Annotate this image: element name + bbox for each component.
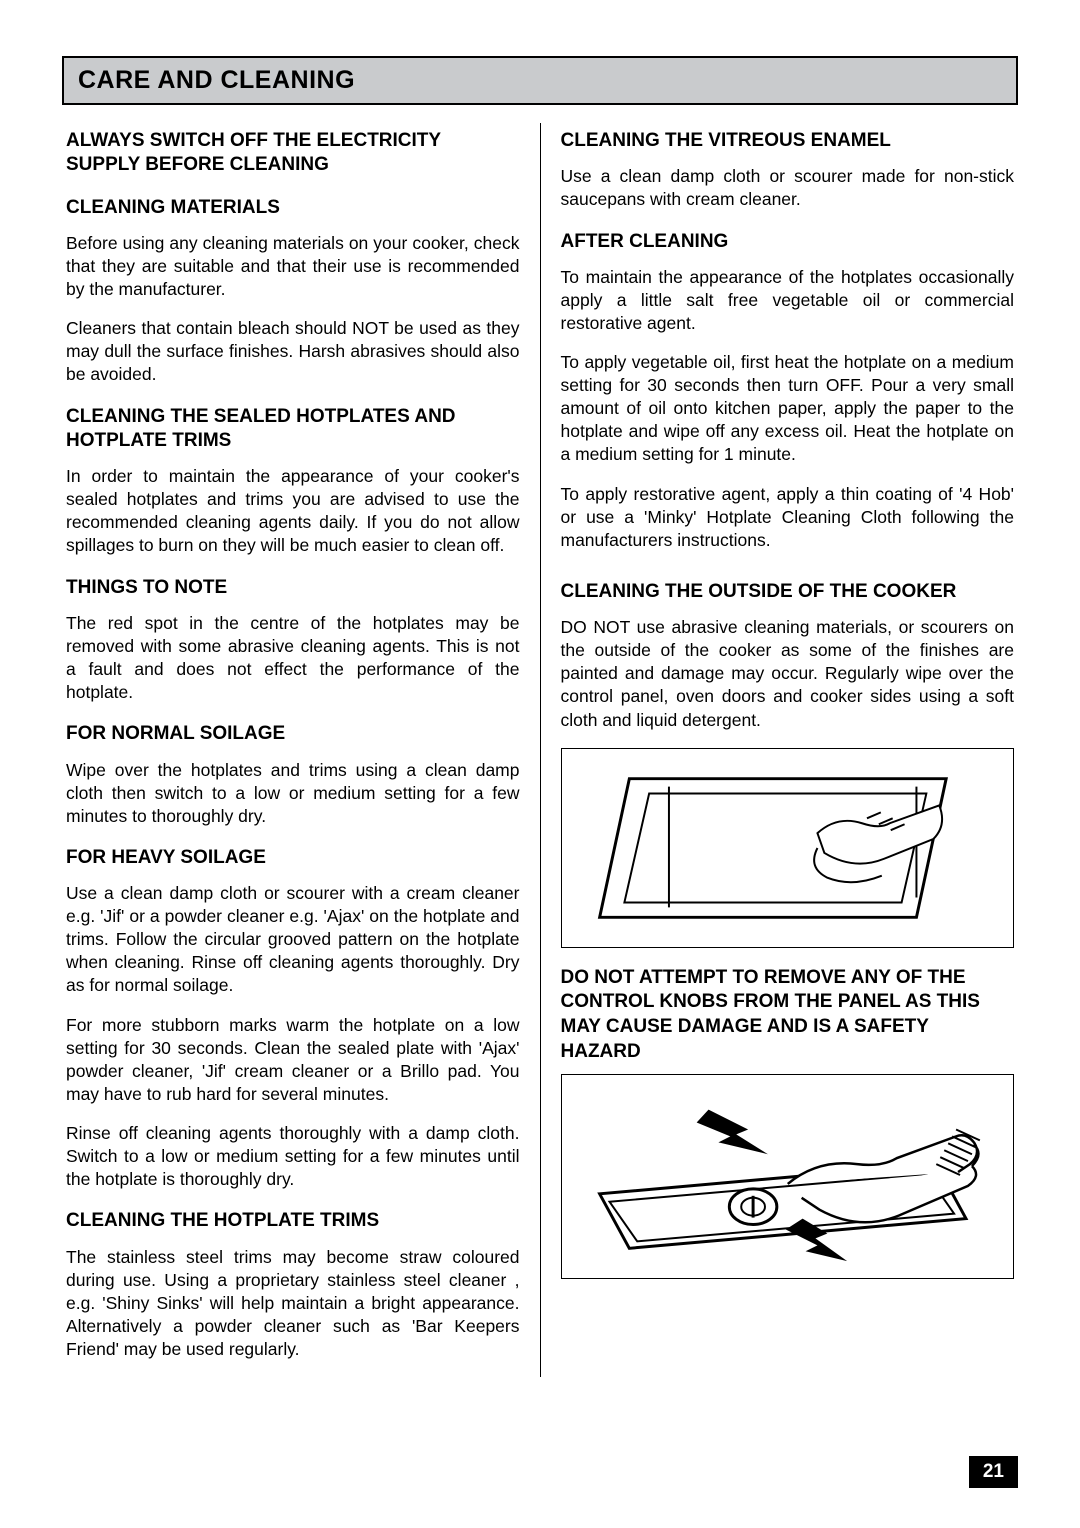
left-column: ALWAYS SWITCH OFF THE ELECTRICITY SUPPLY… — [62, 123, 541, 1377]
heading-things-to-note: THINGS TO NOTE — [66, 576, 520, 600]
heading-hotplate-trims: CLEANING THE HOTPLATE TRIMS — [66, 1209, 520, 1233]
paragraph: Rinse off cleaning agents thoroughly wit… — [66, 1122, 520, 1191]
control-knob-hazard-illustration-icon — [562, 1075, 1014, 1278]
heading-outside-cooker: CLEANING THE OUTSIDE OF THE COOKER — [561, 580, 1015, 604]
figure-control-knob-hazard — [561, 1074, 1015, 1279]
heading-switch-off: ALWAYS SWITCH OFF THE ELECTRICITY SUPPLY… — [66, 129, 520, 178]
heading-sealed-hotplates: CLEANING THE SEALED HOTPLATES AND HOTPLA… — [66, 405, 520, 454]
paragraph: To apply restorative agent, apply a thin… — [561, 483, 1015, 552]
figure-oven-door-wipe — [561, 748, 1015, 948]
heading-heavy-soilage: FOR HEAVY SOILAGE — [66, 846, 520, 870]
page-number: 21 — [969, 1456, 1018, 1488]
paragraph: To maintain the appearance of the hotpla… — [561, 266, 1015, 335]
section-title: CARE AND CLEANING — [78, 66, 1002, 95]
paragraph: The stainless steel trims may become str… — [66, 1246, 520, 1361]
content-columns: ALWAYS SWITCH OFF THE ELECTRICITY SUPPLY… — [62, 123, 1018, 1377]
paragraph: To apply vegetable oil, first heat the h… — [561, 351, 1015, 466]
heading-materials: CLEANING MATERIALS — [66, 196, 520, 220]
oven-door-illustration-icon — [562, 749, 1014, 947]
warning-control-knobs: DO NOT ATTEMPT TO REMOVE ANY OF THE CONT… — [561, 966, 1015, 1065]
paragraph: Use a clean damp cloth or scourer with a… — [66, 882, 520, 997]
right-column: CLEANING THE VITREOUS ENAMEL Use a clean… — [541, 123, 1019, 1377]
paragraph: The red spot in the centre of the hotpla… — [66, 612, 520, 704]
paragraph: For more stubborn marks warm the hotplat… — [66, 1014, 520, 1106]
paragraph: Wipe over the hotplates and trims using … — [66, 759, 520, 828]
paragraph: Cleaners that contain bleach should NOT … — [66, 317, 520, 386]
paragraph: Use a clean damp cloth or scourer made f… — [561, 165, 1015, 211]
heading-after-cleaning: AFTER CLEANING — [561, 230, 1015, 254]
paragraph: DO NOT use abrasive cleaning materials, … — [561, 616, 1015, 731]
paragraph: Before using any cleaning materials on y… — [66, 232, 520, 301]
heading-normal-soilage: FOR NORMAL SOILAGE — [66, 722, 520, 746]
paragraph: In order to maintain the appearance of y… — [66, 465, 520, 557]
heading-vitreous: CLEANING THE VITREOUS ENAMEL — [561, 129, 1015, 153]
section-title-bar: CARE AND CLEANING — [62, 56, 1018, 105]
